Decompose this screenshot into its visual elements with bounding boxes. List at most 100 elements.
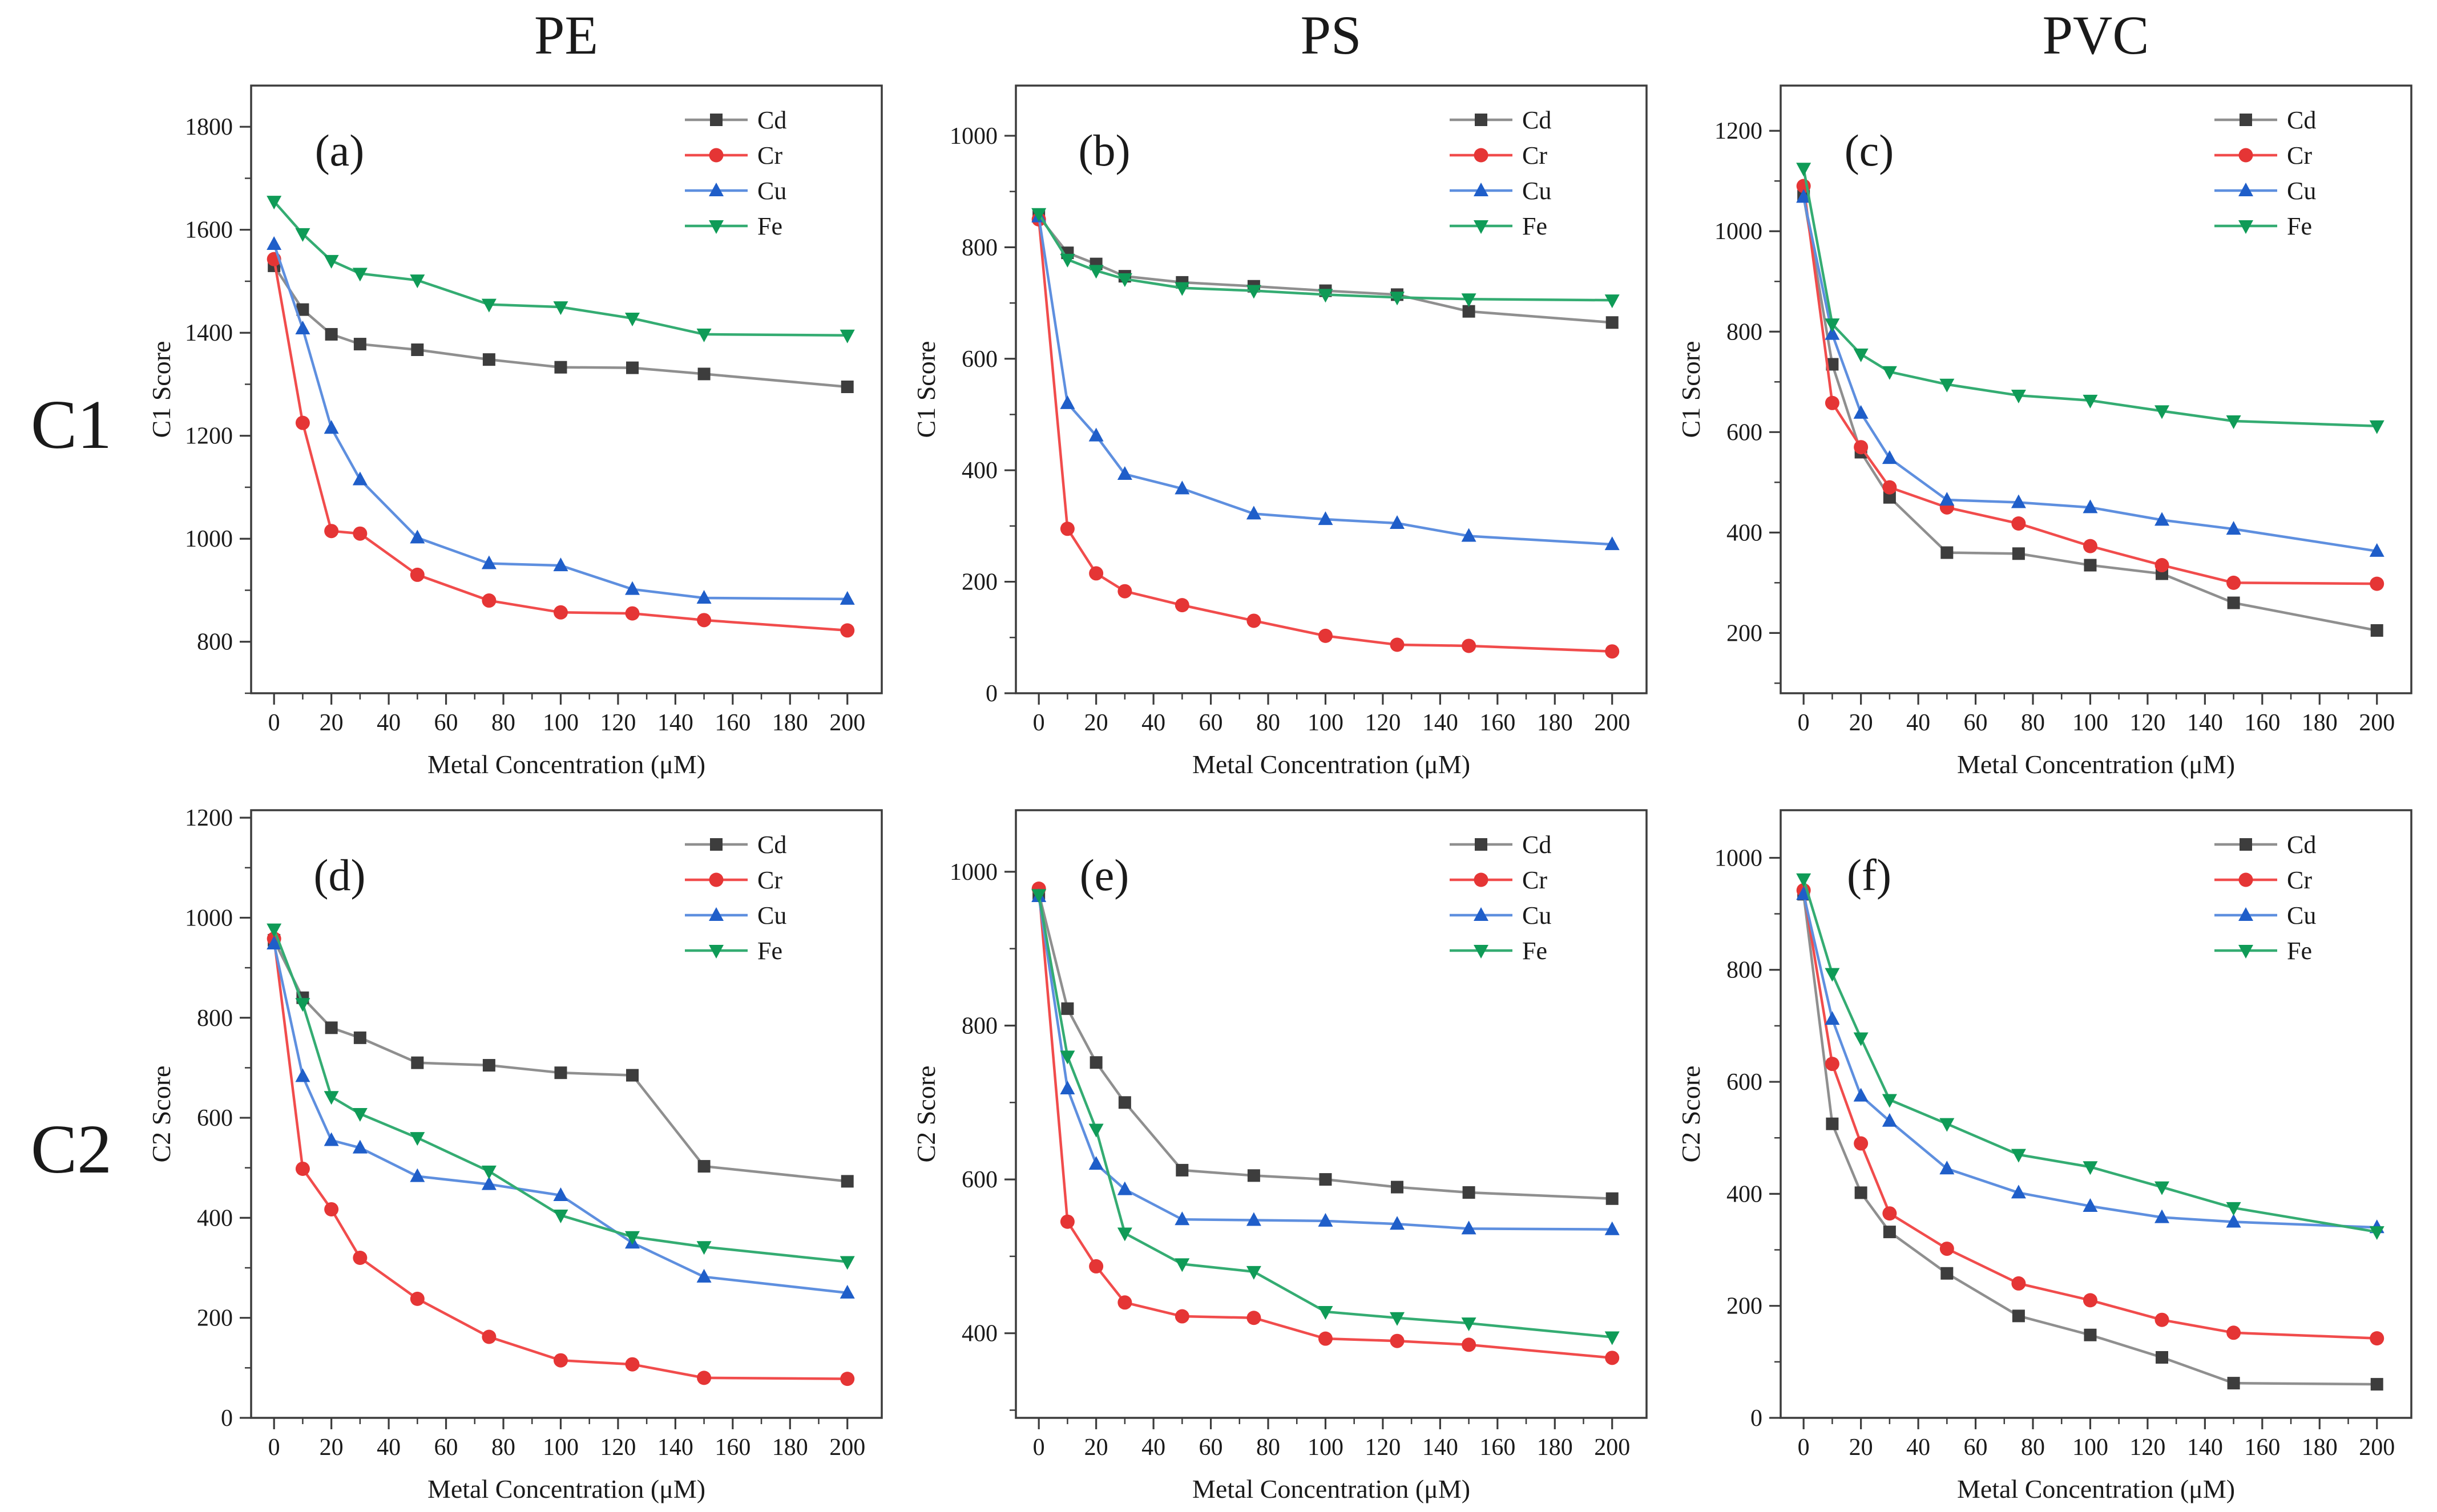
data-point-Fe (1461, 1317, 1476, 1332)
data-point-Cu (1060, 395, 1075, 409)
series-line-Cd (1037, 893, 1612, 1200)
legend-label-cu: Cu (757, 901, 786, 929)
data-point-Cu (481, 1176, 497, 1190)
data-point-Cr (2370, 1331, 2384, 1346)
x-tick-label: 100 (1308, 710, 1343, 736)
x-tick-label: 0 (268, 1434, 280, 1461)
legend: Cd Cr Cu Fe (1450, 106, 1551, 240)
data-point-Cr (482, 593, 497, 608)
legend: Cd Cr Cu Fe (685, 831, 786, 965)
legend-marker-cr (709, 872, 724, 887)
x-tick-label: 0 (1798, 1434, 1810, 1461)
data-point-Cu (1796, 189, 1811, 203)
plot-box (1015, 84, 1648, 694)
data-point-Cd (841, 380, 854, 393)
legend-marker-cr (2238, 872, 2253, 887)
panel-label: (f) (1847, 850, 1891, 900)
x-tick-label: 200 (829, 710, 865, 736)
data-point-Fe (1939, 1118, 1955, 1132)
data-point-Cr (625, 1357, 640, 1372)
legend-item-cu: Cu (685, 177, 786, 205)
series-line-Cu (273, 244, 848, 601)
legend-marker-cu (709, 183, 724, 196)
legend-marker-fe (709, 220, 724, 234)
data-point-Cr (625, 606, 640, 621)
legend-marker-fe (2238, 945, 2253, 959)
data-point-Cu (324, 420, 339, 434)
chart-svg: 0 200 400 600 800 1000 1200 0 20 40 60 80 100 120 140 1… (147, 805, 883, 1503)
data-point-Cd (1462, 1186, 1475, 1199)
legend-item-cd: Cd (2214, 106, 2316, 134)
x-tick-label: 120 (1365, 710, 1401, 736)
x-tick-label: 120 (600, 710, 636, 736)
x-tick-label: 60 (1964, 710, 1988, 736)
legend-marker-cr (2238, 148, 2253, 163)
data-point-Cu (840, 591, 855, 605)
legend-label-cu: Cu (1522, 901, 1551, 929)
data-point-Cr (1882, 1206, 1897, 1221)
x-tick-label: 200 (829, 1434, 865, 1461)
legend-label-cr: Cr (2287, 142, 2312, 169)
x-tick-label: 140 (2187, 710, 2223, 736)
data-point-Cu (267, 236, 282, 250)
data-point-Cd (2156, 1351, 2169, 1364)
data-point-Cr (1390, 637, 1405, 652)
series-line-Cr (1037, 219, 1612, 653)
legend-marker-cr (1474, 148, 1488, 163)
legend-marker-cd (2240, 838, 2252, 851)
series-line-Cr (272, 258, 848, 632)
series-line-Cd (1802, 196, 2378, 632)
legend-item-cd: Cd (685, 831, 786, 859)
x-tick-label: 20 (1084, 710, 1108, 736)
x-tick-label: 0 (1033, 710, 1045, 736)
y-tick-label: 1400 (185, 320, 233, 346)
series-line-Cr (1802, 185, 2377, 585)
series-line-Cu (272, 943, 848, 1295)
data-point-Cd (697, 1160, 711, 1173)
x-tick-label: 80 (1256, 1434, 1280, 1461)
legend-label-cu: Cu (2287, 177, 2316, 205)
x-tick-label: 100 (1308, 1434, 1343, 1461)
data-point-Fe (295, 228, 310, 242)
column-title-pvc-text: PVC (2042, 5, 2149, 66)
y-tick-label: 1000 (1714, 845, 1762, 871)
data-point-Cd (841, 1175, 854, 1188)
data-point-Cu (267, 936, 282, 950)
data-point-Cd (411, 1056, 424, 1069)
legend-item-cu: Cu (1450, 177, 1551, 205)
series-Cr (1796, 883, 2384, 1346)
data-point-Cd (1883, 491, 1896, 504)
legend-marker-fe (2238, 220, 2253, 234)
series-line-Cd (1038, 216, 1612, 324)
legend-label-cu: Cu (1522, 177, 1551, 205)
panel-label: (d) (314, 850, 366, 900)
x-axis-title: Metal Concentration (μM) (1192, 750, 1470, 779)
x-axis: 0 20 40 60 80 100 120 140 160 180 200 (1033, 1418, 1630, 1461)
chart-panel-e-ps-c2: 400 600 800 1000 0 20 40 60 80 100 120 140 160 180 200… (907, 787, 1672, 1512)
x-tick-label: 160 (2244, 710, 2280, 736)
x-tick-label: 140 (1422, 710, 1458, 736)
data-point-Cd (1391, 1181, 1404, 1194)
x-tick-label: 40 (377, 710, 401, 736)
data-point-Cd (325, 328, 338, 341)
data-point-Fe (1246, 285, 1261, 299)
y-tick-label: 200 (1726, 1293, 1762, 1320)
x-axis: 0 20 40 60 80 100 120 140 160 180 200 (268, 1418, 865, 1461)
legend-item-fe: Fe (2214, 937, 2312, 965)
x-tick-label: 0 (268, 710, 280, 736)
data-point-Fe (1031, 208, 1047, 222)
chart-panel-b-ps-c1: 0 200 400 600 800 1000 0 20 40 60 80 100 120 140 160 18… (907, 63, 1672, 787)
x-axis: 0 20 40 60 80 100 120 140 160 180 200 (1798, 1418, 2395, 1461)
plot-box (1780, 84, 2412, 694)
x-axis-title: Metal Concentration (μM) (1957, 1474, 2235, 1503)
data-point-Fe (1318, 1305, 1333, 1320)
data-point-Cu (2011, 494, 2026, 508)
data-point-Fe (696, 328, 712, 342)
data-point-Fe (1060, 253, 1075, 268)
x-tick-label: 180 (772, 710, 808, 736)
legend-item-cr: Cr (2214, 866, 2312, 894)
legend-item-fe: Fe (2214, 212, 2312, 240)
data-point-Cr (1462, 638, 1476, 653)
data-point-Cd (626, 1069, 639, 1082)
legend-label-fe: Fe (1522, 937, 1547, 965)
